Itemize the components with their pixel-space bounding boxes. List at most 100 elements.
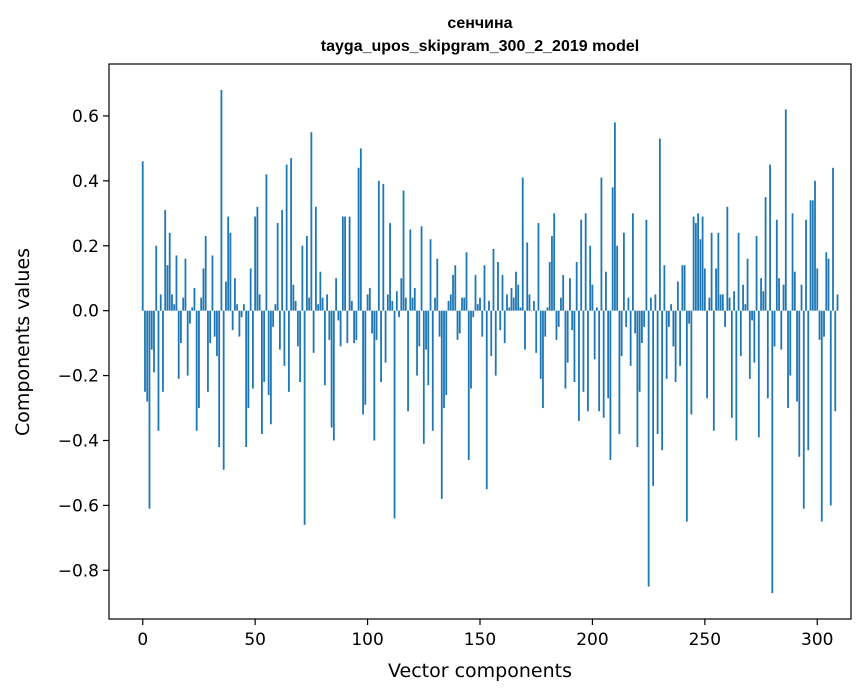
bar bbox=[724, 310, 726, 327]
bar bbox=[827, 258, 830, 311]
bar bbox=[252, 310, 254, 389]
bar bbox=[173, 304, 176, 311]
bar bbox=[596, 307, 598, 311]
bar bbox=[492, 249, 495, 311]
bar bbox=[829, 310, 832, 506]
bar bbox=[220, 89, 223, 311]
bar bbox=[757, 310, 760, 438]
bar bbox=[438, 310, 441, 337]
bar bbox=[265, 174, 268, 311]
bar bbox=[533, 300, 535, 311]
y-axis-label: Components values bbox=[12, 248, 34, 436]
bar bbox=[371, 310, 373, 334]
bar bbox=[391, 300, 394, 311]
bar bbox=[283, 310, 286, 366]
bar bbox=[393, 310, 396, 519]
bar bbox=[231, 310, 234, 331]
bar bbox=[825, 252, 828, 311]
bar bbox=[384, 310, 387, 363]
bar bbox=[341, 216, 344, 311]
bar bbox=[427, 310, 430, 386]
bar bbox=[508, 307, 511, 311]
y-tick-label: 0.2 bbox=[72, 237, 99, 257]
bar bbox=[555, 310, 558, 340]
bar bbox=[350, 300, 353, 311]
bar bbox=[627, 297, 630, 311]
bar bbox=[771, 310, 774, 594]
bar bbox=[308, 297, 311, 311]
bar bbox=[535, 310, 538, 353]
bar bbox=[155, 245, 158, 311]
bar bbox=[542, 310, 544, 409]
bar bbox=[607, 310, 610, 399]
bar bbox=[281, 210, 284, 311]
bar bbox=[274, 304, 277, 311]
bar bbox=[305, 236, 308, 311]
bar bbox=[344, 216, 346, 311]
bar bbox=[272, 310, 275, 327]
bar bbox=[654, 294, 657, 311]
bar bbox=[180, 310, 182, 344]
bar bbox=[476, 304, 479, 311]
bar bbox=[667, 310, 670, 327]
bar bbox=[377, 180, 380, 311]
bar bbox=[162, 310, 164, 392]
bar bbox=[634, 310, 637, 334]
bar bbox=[690, 310, 693, 415]
bar bbox=[582, 310, 585, 392]
bar bbox=[254, 216, 257, 311]
bar bbox=[440, 310, 443, 499]
bar bbox=[175, 255, 178, 311]
bar bbox=[189, 310, 191, 324]
bar bbox=[721, 294, 724, 311]
bar bbox=[575, 261, 578, 311]
bar bbox=[746, 258, 749, 311]
bar bbox=[719, 294, 722, 311]
bar bbox=[636, 310, 639, 447]
y-tick-label: −0.4 bbox=[58, 431, 99, 451]
bar bbox=[766, 310, 769, 399]
bar bbox=[182, 297, 185, 311]
bar bbox=[364, 310, 367, 405]
bar bbox=[807, 310, 810, 451]
bar bbox=[326, 294, 328, 311]
bar bbox=[222, 310, 225, 470]
bar bbox=[762, 291, 765, 311]
y-tick-label: −0.2 bbox=[58, 367, 99, 387]
bar bbox=[494, 310, 497, 376]
bar bbox=[332, 310, 335, 441]
bar bbox=[213, 310, 216, 337]
bar bbox=[240, 310, 243, 318]
bar bbox=[249, 268, 252, 311]
bar bbox=[290, 158, 293, 311]
bar bbox=[171, 294, 173, 311]
bar bbox=[701, 216, 704, 311]
bar bbox=[728, 297, 731, 311]
bar bbox=[647, 310, 650, 587]
x-axis-label: Vector components bbox=[388, 660, 572, 682]
bar bbox=[278, 310, 281, 350]
bar bbox=[303, 310, 306, 525]
bar bbox=[321, 297, 324, 311]
bar bbox=[314, 206, 317, 311]
bar bbox=[775, 219, 778, 311]
bar bbox=[312, 310, 315, 353]
bar bbox=[611, 187, 614, 311]
bar bbox=[337, 310, 340, 321]
bar bbox=[375, 310, 378, 340]
bar bbox=[463, 297, 466, 311]
bar bbox=[742, 284, 744, 311]
bar bbox=[193, 287, 196, 311]
chart-subtitle: tayga_upos_skipgram_300_2_2019 model bbox=[321, 38, 639, 55]
plot-frame bbox=[108, 63, 852, 620]
bar bbox=[600, 177, 603, 311]
bar bbox=[692, 216, 695, 311]
x-tick-label: 200 bbox=[576, 630, 608, 650]
bar bbox=[458, 310, 461, 334]
bar bbox=[733, 291, 735, 311]
bar bbox=[267, 310, 270, 396]
bar bbox=[323, 310, 326, 386]
bar bbox=[602, 310, 605, 418]
bar bbox=[258, 294, 261, 311]
bar bbox=[256, 206, 259, 311]
